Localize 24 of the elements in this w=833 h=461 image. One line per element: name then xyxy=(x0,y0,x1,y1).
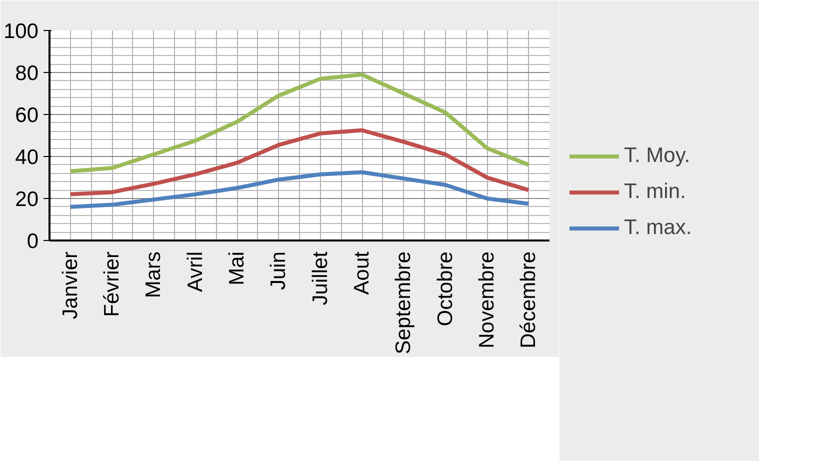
x-tick-label: Janvier xyxy=(58,251,82,320)
line-series xyxy=(68,128,531,196)
x-tick-label: Novembre xyxy=(476,251,498,348)
y-tick-label: 20 xyxy=(15,188,38,211)
x-tick-label: Juillet xyxy=(308,251,332,306)
x-tick-label: Décembre xyxy=(517,251,540,348)
legend-label: T. Moy. xyxy=(624,144,690,168)
x-tick-label: Septembre xyxy=(392,251,416,354)
legend-label: T. min. xyxy=(624,180,686,204)
y-tick-label: 100 xyxy=(3,20,39,43)
y-tick-label: 80 xyxy=(15,62,38,85)
y-tick-label: 0 xyxy=(26,230,39,253)
y-tick-label: 40 xyxy=(15,146,38,169)
x-tick-label: Avril xyxy=(184,252,207,292)
legend-label: T. max. xyxy=(624,216,692,240)
x-tick-label: Mai xyxy=(226,251,248,286)
line-series xyxy=(68,72,531,174)
line-series xyxy=(68,170,531,209)
y-tick-label: 60 xyxy=(15,104,38,127)
x-tick-label: Mars xyxy=(142,251,166,298)
x-tick-label: Juin xyxy=(267,251,290,290)
x-tick-label: Octobre xyxy=(434,251,457,326)
x-tick-label: Aout xyxy=(350,251,374,295)
x-tick-label: Février xyxy=(100,251,124,317)
